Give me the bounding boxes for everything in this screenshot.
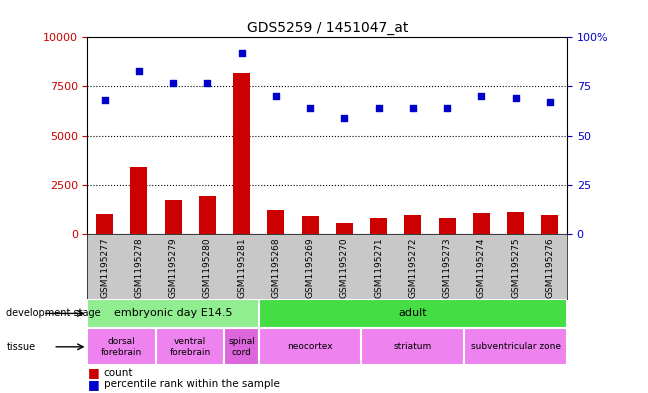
Point	[305, 105, 316, 111]
Text: GSM1195270: GSM1195270	[340, 237, 349, 298]
Text: dorsal
forebrain: dorsal forebrain	[101, 337, 143, 356]
Bar	[507, 212, 524, 234]
Text: GSM1195276: GSM1195276	[546, 237, 555, 298]
Bar	[473, 213, 490, 234]
Point	[545, 99, 555, 105]
Title: GDS5259 / 1451047_at: GDS5259 / 1451047_at	[246, 21, 408, 35]
Point	[271, 93, 281, 99]
Text: GSM1195275: GSM1195275	[511, 237, 520, 298]
Point	[202, 79, 213, 86]
Bar	[130, 167, 147, 234]
Bar	[199, 196, 216, 234]
Text: ventral
forebrain: ventral forebrain	[170, 337, 211, 356]
Bar	[301, 216, 319, 234]
Bar	[370, 218, 387, 234]
Text: embryonic day E14.5: embryonic day E14.5	[114, 309, 233, 318]
Bar	[439, 218, 456, 234]
Text: count: count	[104, 367, 133, 378]
Text: adult: adult	[399, 309, 427, 318]
Bar	[259, 299, 567, 328]
Bar	[165, 200, 181, 234]
Bar	[87, 299, 259, 328]
Bar	[156, 328, 224, 365]
Bar	[464, 328, 567, 365]
Bar	[362, 328, 464, 365]
Point	[511, 95, 521, 101]
Text: spinal
cord: spinal cord	[228, 337, 255, 356]
Text: subventricular zone: subventricular zone	[470, 342, 561, 351]
Text: GSM1195274: GSM1195274	[477, 237, 486, 298]
Point	[373, 105, 384, 111]
Text: GSM1195280: GSM1195280	[203, 237, 212, 298]
Text: GSM1195273: GSM1195273	[443, 237, 452, 298]
Point	[99, 97, 110, 103]
Bar	[224, 328, 259, 365]
Text: GSM1195281: GSM1195281	[237, 237, 246, 298]
Bar	[404, 215, 421, 234]
Point	[408, 105, 418, 111]
Text: GSM1195277: GSM1195277	[100, 237, 109, 298]
Text: GSM1195279: GSM1195279	[168, 237, 178, 298]
Text: ■: ■	[87, 378, 99, 391]
Text: ■: ■	[87, 366, 99, 379]
Text: GSM1195269: GSM1195269	[306, 237, 315, 298]
Bar	[87, 328, 156, 365]
Bar	[267, 210, 284, 234]
Point	[133, 68, 144, 74]
Text: development stage: development stage	[6, 309, 101, 318]
Bar	[233, 73, 250, 234]
Point	[168, 79, 178, 86]
Text: GSM1195268: GSM1195268	[272, 237, 281, 298]
Text: GSM1195272: GSM1195272	[408, 237, 417, 298]
Point	[237, 50, 247, 56]
Text: striatum: striatum	[394, 342, 432, 351]
Text: tissue: tissue	[6, 342, 36, 352]
Bar	[96, 214, 113, 234]
Point	[339, 115, 349, 121]
Text: GSM1195271: GSM1195271	[374, 237, 383, 298]
Text: neocortex: neocortex	[287, 342, 333, 351]
Text: GSM1195278: GSM1195278	[134, 237, 143, 298]
Point	[442, 105, 452, 111]
Point	[476, 93, 487, 99]
Bar	[336, 223, 353, 234]
Bar	[541, 215, 559, 234]
Text: percentile rank within the sample: percentile rank within the sample	[104, 379, 279, 389]
Bar	[259, 328, 362, 365]
